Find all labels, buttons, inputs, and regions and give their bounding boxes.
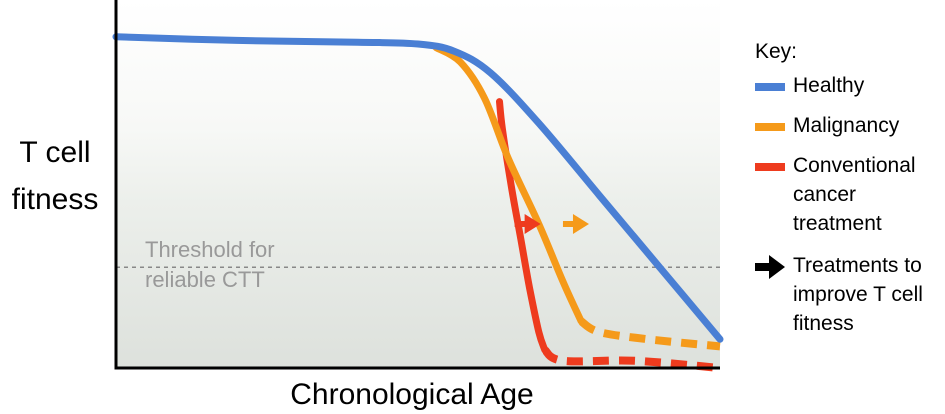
treatment-arrow-1: [514, 214, 541, 234]
series-conventional-cancer-treatment-line: [496, 98, 549, 354]
legend-swatch: [755, 163, 785, 171]
y-axis-label-line-2: fitness: [12, 183, 99, 216]
legend-label-line: improve T cell: [793, 283, 923, 306]
legend-item-2: Malignancy: [755, 114, 900, 137]
y-axis-label-line-1: T cell: [19, 136, 90, 169]
legend-swatch: [755, 83, 785, 91]
legend-label-line: treatment: [793, 212, 882, 235]
legend: Key: Healthy Malignancy Conventional cancer t…: [755, 40, 923, 335]
legend-item-4: Treatments to improve T cell fitness: [755, 254, 923, 335]
plot-background: [116, 0, 720, 368]
legend-swatch: [755, 123, 785, 131]
legend-label-line: Malignancy: [793, 114, 900, 137]
series-conventional-cancer-treatment-dashed: [542, 346, 721, 372]
threshold-label-line-1: Threshold for: [145, 237, 275, 262]
legend-label-line: Treatments to: [793, 254, 922, 277]
arrow-icon: [755, 255, 785, 279]
legend-item-3: Conventional cancer treatment: [755, 154, 916, 235]
legend-label-line: cancer: [793, 183, 856, 206]
legend-label-line: Conventional: [793, 154, 916, 177]
legend-item-1: Healthy: [755, 74, 865, 97]
series-malignancy-dashed: [578, 317, 721, 351]
treatment-arrow-2: [562, 214, 589, 234]
legend-title: Key:: [755, 40, 797, 63]
legend-label-line: fitness: [793, 312, 854, 335]
series-malignancy-line: [432, 44, 585, 325]
threshold-label-line-2: reliable CTT: [145, 267, 265, 292]
series-healthy-line: [112, 33, 724, 343]
legend-label-line: Healthy: [793, 74, 865, 97]
x-axis-label: Chronological Age: [290, 378, 534, 411]
